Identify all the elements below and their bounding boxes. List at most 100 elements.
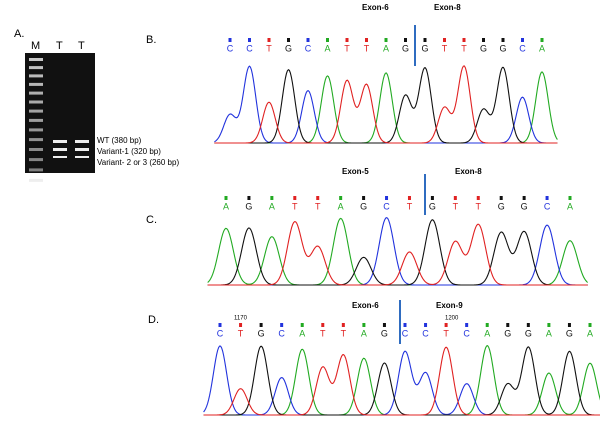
base-call: G [429, 201, 436, 211]
base-marker [526, 323, 530, 327]
base-marker [462, 38, 466, 42]
base-marker [293, 196, 297, 200]
base-marker [300, 323, 304, 327]
base-marker [316, 196, 320, 200]
base-marker [365, 38, 368, 42]
base-call: G [381, 328, 388, 338]
base-call: T [315, 201, 321, 211]
base-call: T [341, 328, 347, 338]
gel-band [29, 74, 43, 78]
base-marker [362, 323, 366, 327]
gel-band [29, 58, 43, 61]
base-marker [218, 323, 222, 327]
base-marker [326, 38, 329, 42]
base-call: T [407, 201, 413, 211]
base-marker [499, 196, 503, 200]
base-call: G [402, 43, 409, 53]
base-marker [287, 38, 290, 42]
band-label: Variant-1 (320 bp) [97, 147, 161, 156]
base-call: C [422, 328, 429, 338]
base-marker [384, 38, 388, 42]
gel-band [29, 118, 43, 122]
base-marker [545, 196, 549, 200]
base-marker [270, 196, 274, 200]
exon-label: Exon-6 [362, 3, 389, 12]
lane-label: M [31, 40, 40, 52]
lane-label: T [78, 40, 85, 52]
panel-label: C. [146, 214, 157, 226]
base-marker [382, 323, 386, 327]
base-marker [407, 196, 411, 200]
base-marker [321, 323, 325, 327]
base-marker [444, 323, 448, 327]
base-call: G [360, 201, 367, 211]
base-marker [522, 196, 526, 200]
exon-label: Exon-6 [352, 301, 379, 310]
exon-label: Exon-8 [455, 167, 482, 176]
trace [207, 220, 588, 286]
base-marker [306, 38, 310, 42]
base-marker [228, 38, 232, 42]
base-call: C [278, 328, 285, 338]
gel-band [29, 82, 43, 86]
base-call: G [521, 201, 528, 211]
base-call: C [544, 201, 551, 211]
base-call: C [463, 328, 470, 338]
lane-label: T [56, 40, 63, 52]
gel-band [29, 109, 43, 113]
gel-band [29, 158, 43, 162]
band-label: WT (380 bp) [97, 136, 142, 145]
base-call: C [246, 43, 253, 53]
base-call: G [566, 328, 573, 338]
base-marker [482, 38, 485, 42]
base-call: T [453, 201, 459, 211]
gel-band [29, 66, 43, 70]
base-call: G [421, 43, 428, 53]
base-marker [259, 323, 263, 327]
base-marker [476, 196, 480, 200]
base-call: G [480, 43, 487, 53]
exon-label: Exon-8 [434, 3, 461, 12]
base-call: A [338, 201, 344, 211]
base-marker [443, 38, 446, 42]
panel-label: D. [148, 314, 159, 326]
base-call: G [285, 43, 292, 53]
gel-band [75, 156, 89, 158]
gel-band [53, 140, 67, 143]
base-marker [267, 38, 271, 42]
base-marker [424, 323, 428, 327]
gel-band [29, 168, 43, 172]
base-marker [430, 196, 434, 200]
base-call: G [245, 201, 252, 211]
panel-label: B. [146, 34, 156, 46]
trace [214, 65, 558, 144]
base-call: T [476, 201, 482, 211]
base-marker [248, 38, 251, 42]
base-marker [247, 196, 251, 200]
base-call: C [227, 43, 234, 53]
exon-label: Exon-9 [436, 301, 463, 310]
base-marker [453, 196, 457, 200]
base-call: T [320, 328, 326, 338]
position-label: 1200 [445, 316, 459, 322]
exon-label: Exon-5 [342, 167, 369, 176]
gel-band [29, 138, 43, 142]
gel-band [53, 156, 67, 158]
gel-image [25, 53, 95, 182]
base-call: T [364, 43, 370, 53]
base-call: A [567, 201, 573, 211]
gel-band [29, 148, 43, 151]
panel-label: A. [14, 28, 24, 40]
base-marker [404, 38, 407, 42]
base-marker [588, 323, 592, 327]
base-call: A [587, 328, 593, 338]
base-call: C [519, 43, 526, 53]
base-call: G [499, 43, 506, 53]
base-call: A [539, 43, 545, 53]
gel-band [29, 128, 43, 132]
gel-band [29, 100, 43, 104]
base-call: T [238, 328, 244, 338]
base-call: C [402, 328, 409, 338]
base-marker [341, 323, 345, 327]
